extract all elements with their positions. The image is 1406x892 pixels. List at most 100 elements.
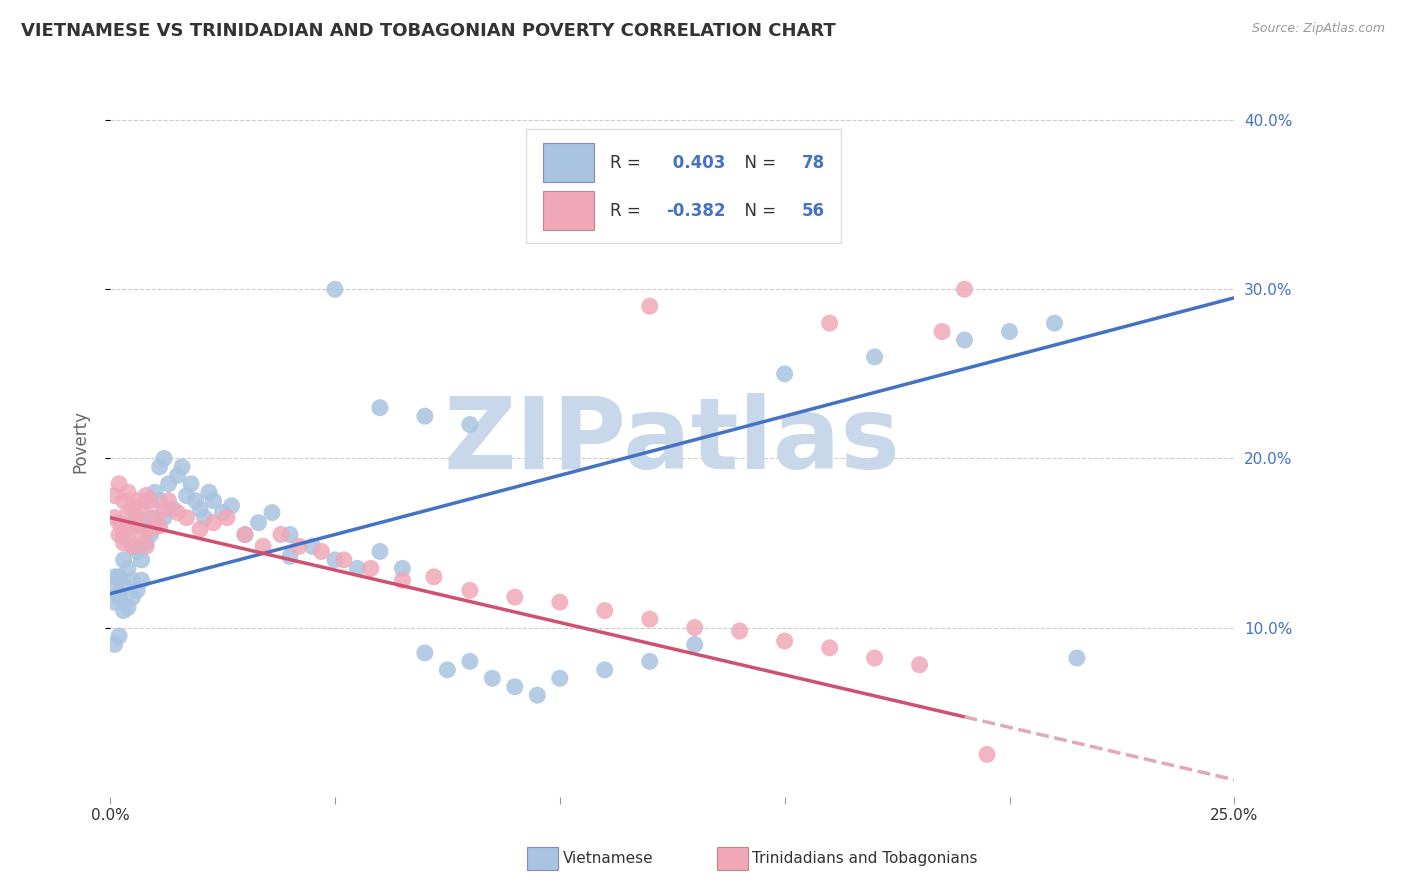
FancyBboxPatch shape [543, 191, 593, 230]
Point [125, 510, 148, 524]
Point [391, 561, 413, 575]
Point [863, 350, 886, 364]
Point [593, 663, 616, 677]
Point [121, 502, 143, 516]
Point [278, 527, 301, 541]
Point [112, 493, 135, 508]
Point [198, 485, 221, 500]
Point [526, 688, 548, 702]
Point [153, 451, 176, 466]
Point [180, 476, 202, 491]
Point [117, 533, 139, 547]
Point [131, 573, 153, 587]
Point [125, 493, 148, 508]
Point [188, 523, 211, 537]
Point [333, 553, 356, 567]
Point [121, 590, 143, 604]
Point [112, 536, 135, 550]
Point [1043, 316, 1066, 330]
Point [593, 604, 616, 618]
Point [252, 540, 274, 554]
Point [143, 485, 166, 500]
Point [117, 600, 139, 615]
Point [166, 468, 188, 483]
Text: 0.403: 0.403 [666, 154, 725, 172]
Point [818, 316, 841, 330]
Point [125, 516, 148, 530]
Point [221, 499, 243, 513]
Point [863, 651, 886, 665]
Point [143, 510, 166, 524]
Point [976, 747, 998, 762]
Point [148, 493, 170, 508]
Point [458, 583, 481, 598]
Point [346, 561, 368, 575]
Text: R =: R = [610, 202, 647, 219]
Point [103, 637, 125, 651]
Point [121, 519, 143, 533]
Point [638, 299, 661, 313]
Point [112, 553, 135, 567]
FancyBboxPatch shape [526, 129, 841, 243]
Point [176, 510, 198, 524]
Point [112, 527, 135, 541]
Point [139, 510, 162, 524]
Point [135, 489, 157, 503]
Point [184, 493, 207, 508]
Point [117, 561, 139, 575]
Point [139, 527, 162, 541]
Point [773, 367, 796, 381]
Point [153, 502, 176, 516]
Point [166, 506, 188, 520]
Point [121, 540, 143, 554]
Point [458, 417, 481, 432]
Point [211, 506, 233, 520]
Text: Source: ZipAtlas.com: Source: ZipAtlas.com [1251, 22, 1385, 36]
Point [125, 544, 148, 558]
Point [548, 595, 571, 609]
Point [311, 544, 333, 558]
Point [818, 640, 841, 655]
Point [125, 583, 148, 598]
Point [121, 499, 143, 513]
Point [103, 510, 125, 524]
Point [270, 527, 292, 541]
Point [139, 523, 162, 537]
Point [103, 595, 125, 609]
Point [481, 671, 503, 685]
Point [503, 680, 526, 694]
Point [139, 493, 162, 508]
Point [143, 519, 166, 533]
Point [773, 634, 796, 648]
Point [683, 621, 706, 635]
Point [135, 536, 157, 550]
Point [368, 401, 391, 415]
Point [503, 590, 526, 604]
Point [103, 489, 125, 503]
Point [413, 409, 436, 424]
Text: 56: 56 [801, 202, 824, 219]
Point [108, 527, 131, 541]
Point [202, 493, 225, 508]
Point [135, 493, 157, 508]
Point [233, 527, 256, 541]
Point [193, 510, 215, 524]
Point [112, 523, 135, 537]
Y-axis label: Poverty: Poverty [72, 410, 89, 473]
Text: Vietnamese: Vietnamese [562, 852, 652, 866]
Point [728, 624, 751, 638]
Point [117, 506, 139, 520]
Point [131, 527, 153, 541]
Point [931, 325, 953, 339]
Point [413, 646, 436, 660]
Point [121, 573, 143, 587]
Point [908, 657, 931, 672]
Point [1066, 651, 1088, 665]
Point [131, 506, 153, 520]
Point [188, 502, 211, 516]
Point [323, 553, 346, 567]
Point [108, 570, 131, 584]
Text: R =: R = [610, 154, 647, 172]
Point [121, 540, 143, 554]
Point [108, 587, 131, 601]
